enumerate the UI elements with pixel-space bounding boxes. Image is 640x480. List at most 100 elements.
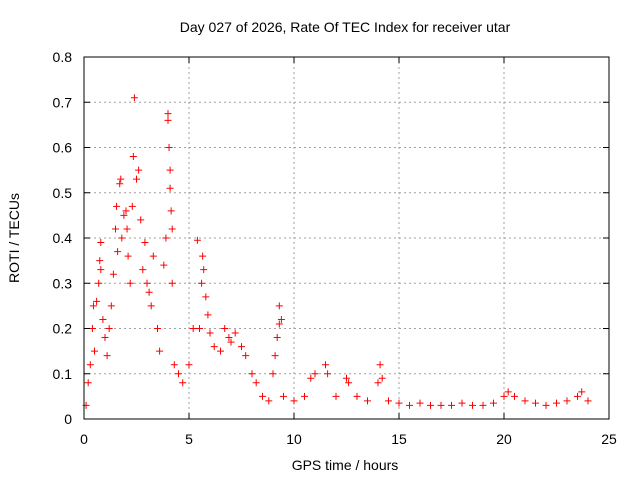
data-point bbox=[269, 370, 277, 378]
y-tick-label: 0.6 bbox=[53, 140, 73, 156]
data-point bbox=[574, 392, 581, 400]
data-point bbox=[130, 94, 138, 102]
data-point bbox=[479, 401, 487, 409]
data-point bbox=[105, 325, 113, 332]
data-point bbox=[406, 401, 413, 409]
data-point bbox=[343, 374, 350, 382]
data-point bbox=[185, 361, 193, 369]
data-point bbox=[273, 334, 281, 342]
data-point bbox=[164, 110, 172, 118]
data-point bbox=[280, 392, 287, 400]
y-tick-label: 0.5 bbox=[53, 185, 73, 201]
y-tick-label: 0.2 bbox=[53, 321, 73, 337]
data-point bbox=[395, 399, 403, 407]
data-point bbox=[118, 234, 126, 242]
data-point bbox=[500, 392, 508, 400]
data-point bbox=[113, 202, 121, 210]
data-point bbox=[416, 399, 424, 407]
data-point bbox=[307, 374, 315, 382]
data-point bbox=[563, 397, 571, 405]
data-point bbox=[225, 334, 233, 342]
data-point bbox=[89, 302, 97, 310]
data-point bbox=[117, 175, 125, 183]
data-point bbox=[374, 379, 382, 387]
x-tick-label: 10 bbox=[286, 431, 302, 447]
data-point bbox=[123, 225, 131, 233]
data-point bbox=[166, 166, 174, 174]
data-point bbox=[504, 388, 512, 396]
data-point bbox=[97, 266, 105, 274]
data-point bbox=[93, 297, 101, 305]
data-point bbox=[107, 302, 115, 310]
data-point bbox=[532, 399, 539, 407]
data-point bbox=[114, 248, 122, 256]
x-tick-label: 5 bbox=[185, 431, 193, 447]
data-point bbox=[101, 334, 109, 342]
data-point bbox=[221, 325, 229, 332]
data-point bbox=[179, 379, 187, 387]
data-point bbox=[147, 302, 155, 310]
data-point bbox=[91, 347, 98, 355]
data-point bbox=[259, 392, 266, 400]
data-point bbox=[167, 207, 175, 215]
data-point bbox=[275, 302, 283, 310]
data-point bbox=[458, 399, 466, 407]
y-tick-label: 0.4 bbox=[53, 230, 73, 246]
y-tick-label: 0.8 bbox=[53, 49, 73, 65]
data-point bbox=[204, 311, 212, 319]
data-point bbox=[332, 392, 340, 400]
data-point bbox=[175, 370, 182, 378]
data-point bbox=[217, 347, 224, 355]
data-point bbox=[139, 266, 147, 274]
grid bbox=[84, 57, 609, 419]
data-point bbox=[242, 352, 250, 360]
data-points bbox=[82, 94, 592, 409]
x-axis-label: GPS time / hours bbox=[292, 457, 399, 473]
data-point bbox=[378, 374, 386, 382]
x-tick-label: 20 bbox=[496, 431, 512, 447]
data-point bbox=[145, 288, 153, 296]
chart-title: Day 027 of 2026, Rate Of TEC Index for r… bbox=[180, 19, 511, 35]
data-point bbox=[86, 361, 94, 369]
data-point bbox=[103, 352, 111, 360]
y-tick-labels: 0 0.1 0.2 0.3 0.4 0.5 0.6 0.7 0.8 bbox=[53, 49, 73, 427]
y-tick-label: 0.7 bbox=[53, 94, 73, 110]
data-point bbox=[385, 397, 392, 405]
data-point bbox=[210, 343, 218, 351]
data-point bbox=[166, 184, 174, 192]
data-point bbox=[227, 338, 235, 346]
y-tick-label: 0 bbox=[64, 411, 72, 427]
data-point bbox=[156, 347, 164, 355]
data-point bbox=[578, 388, 586, 396]
data-point bbox=[248, 370, 256, 378]
data-point bbox=[99, 315, 107, 323]
axis-ticks bbox=[83, 56, 610, 420]
data-point bbox=[95, 279, 103, 287]
data-point bbox=[469, 401, 476, 409]
data-point bbox=[271, 352, 279, 360]
data-point bbox=[238, 343, 245, 351]
data-point bbox=[120, 211, 128, 219]
data-point bbox=[128, 202, 136, 210]
data-point bbox=[311, 370, 319, 378]
data-point bbox=[324, 370, 332, 378]
data-point bbox=[88, 325, 96, 332]
data-point bbox=[143, 279, 151, 287]
data-point bbox=[376, 361, 384, 369]
data-point bbox=[137, 216, 145, 224]
data-point bbox=[168, 279, 176, 287]
data-point bbox=[198, 279, 206, 287]
data-point bbox=[193, 236, 201, 244]
data-point bbox=[542, 401, 550, 409]
x-tick-labels: 0 5 10 15 20 25 bbox=[80, 431, 617, 447]
data-point bbox=[141, 239, 149, 247]
data-point bbox=[511, 392, 518, 400]
data-point bbox=[164, 116, 172, 124]
data-point bbox=[275, 320, 283, 328]
data-point bbox=[96, 257, 104, 265]
data-point bbox=[353, 392, 361, 400]
data-point bbox=[170, 361, 178, 369]
data-point bbox=[322, 361, 329, 369]
x-tick-label: 15 bbox=[391, 431, 407, 447]
